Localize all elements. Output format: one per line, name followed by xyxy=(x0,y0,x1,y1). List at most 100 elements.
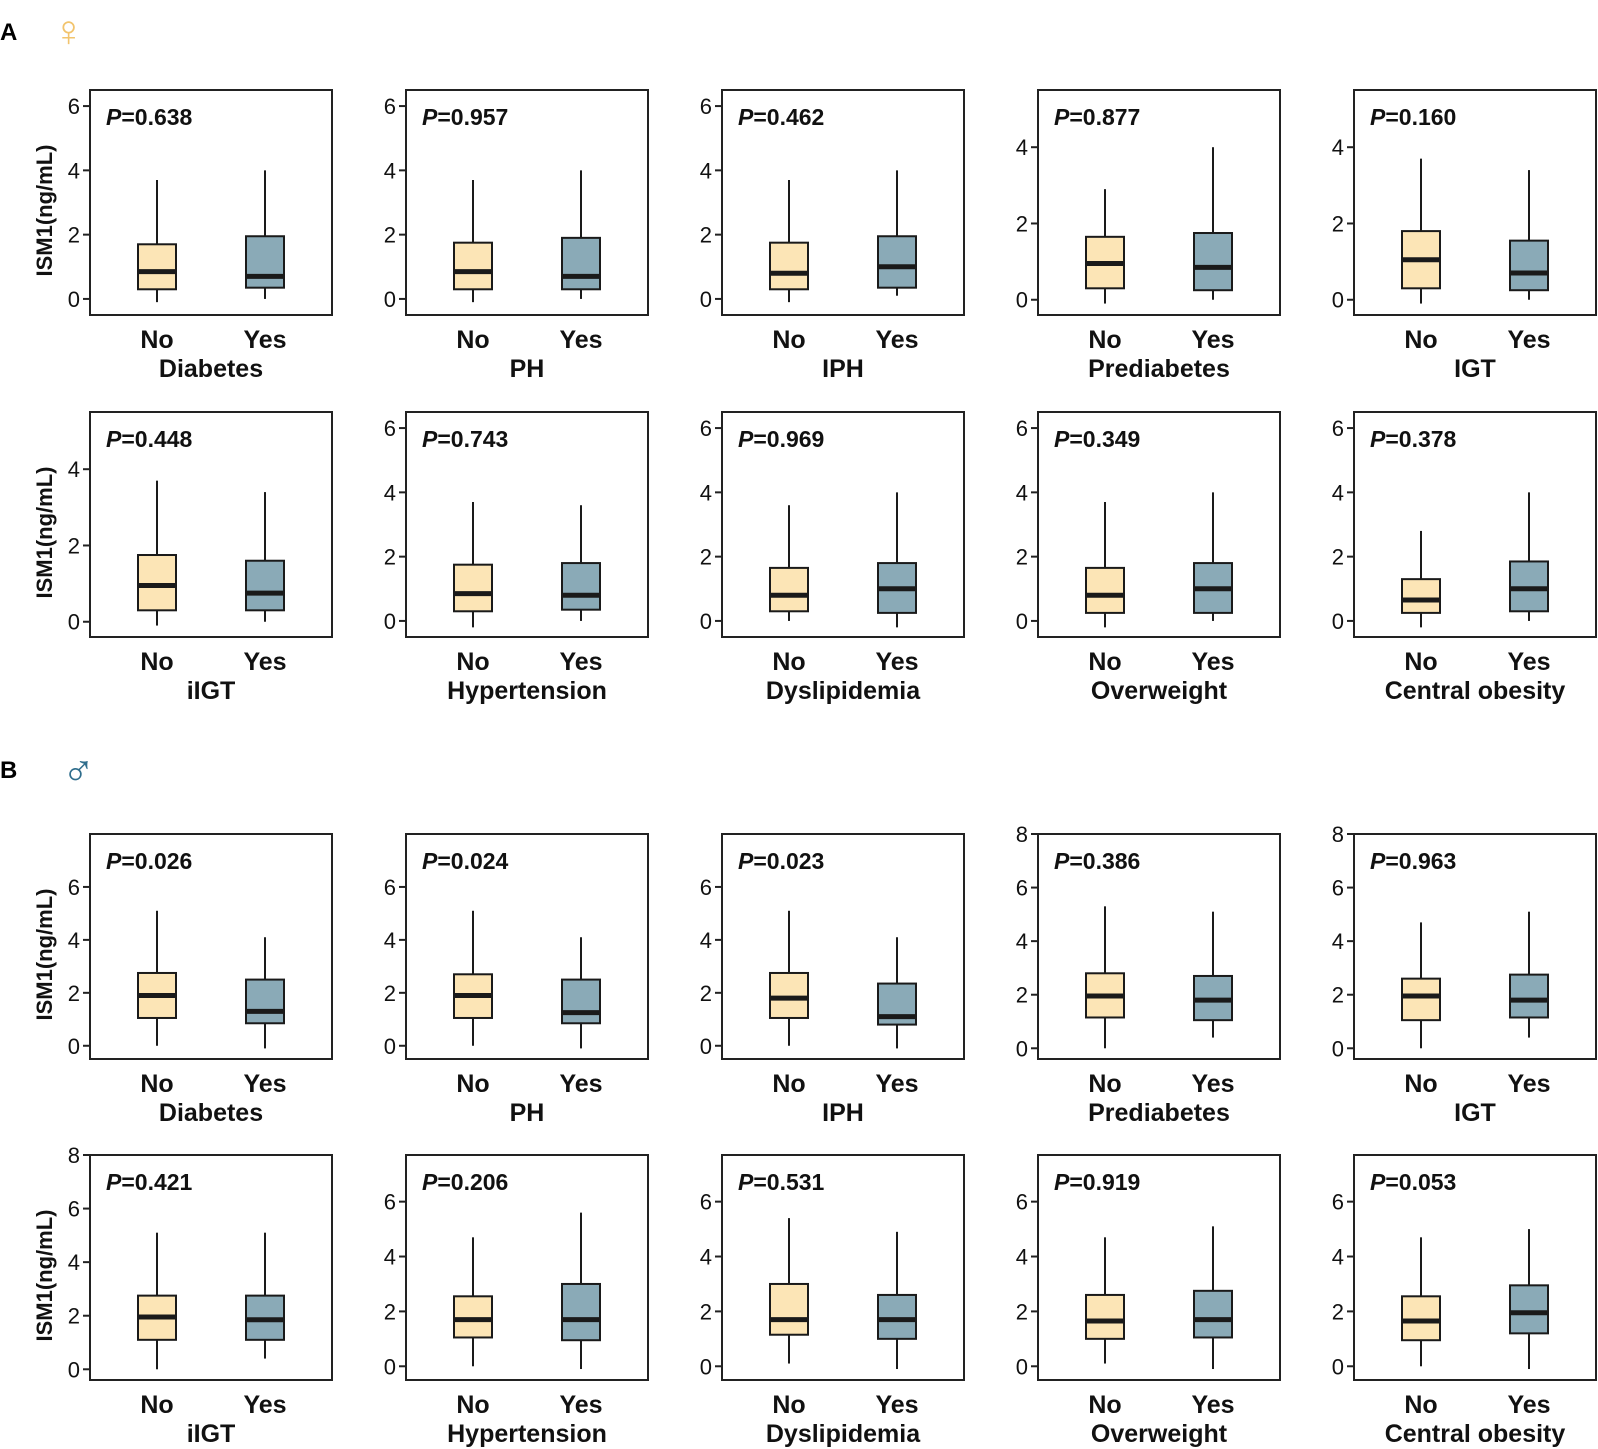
x-tick-label-yes: Yes xyxy=(243,326,286,354)
box-no xyxy=(1401,1295,1441,1342)
panel-title: Overweight xyxy=(1091,1420,1228,1448)
p-number: =0.638 xyxy=(121,104,192,130)
p-symbol: P xyxy=(1054,848,1070,874)
y-tick-label: 4 xyxy=(700,1245,712,1270)
y-tick-label: 6 xyxy=(68,875,80,900)
p-number: =0.462 xyxy=(753,104,824,130)
x-tick-label-yes: Yes xyxy=(1507,1391,1550,1419)
plot-frame xyxy=(1037,833,1281,1060)
y-tick-label: 4 xyxy=(68,457,80,482)
p-number: =0.421 xyxy=(121,1169,192,1195)
y-tick-label: 4 xyxy=(384,1245,396,1270)
y-tick-label: 6 xyxy=(1332,416,1344,441)
p-number: =0.378 xyxy=(1385,426,1456,452)
p-symbol: P xyxy=(1370,1169,1386,1195)
y-tick-label: 4 xyxy=(1016,135,1028,160)
box-no xyxy=(453,563,493,613)
x-tick-label-no: No xyxy=(456,1391,489,1419)
x-tick-label-no: No xyxy=(456,326,489,354)
plot-frame xyxy=(1353,1154,1597,1381)
x-tick-label-no: No xyxy=(772,1391,805,1419)
y-tick-label: 6 xyxy=(384,94,396,119)
y-tick-label: 0 xyxy=(68,610,80,635)
y-tick-label: 4 xyxy=(1332,1245,1344,1270)
box-yes xyxy=(1509,973,1549,1019)
panel-title: Prediabetes xyxy=(1088,355,1230,383)
y-tick-label: 0 xyxy=(68,1357,80,1382)
p-value: P=0.026 xyxy=(106,848,192,874)
y-tick-label: 0 xyxy=(1016,1036,1028,1061)
panel-title: PH xyxy=(510,355,545,383)
y-tick-label: 2 xyxy=(700,545,712,570)
y-tick-label: 4 xyxy=(1332,480,1344,505)
x-tick-label-yes: Yes xyxy=(1507,326,1550,354)
x-tick-label-no: No xyxy=(1088,1391,1121,1419)
plot-frame xyxy=(89,89,333,316)
p-symbol: P xyxy=(1054,426,1070,452)
y-tick-label: 6 xyxy=(1016,876,1028,901)
x-tick-label-no: No xyxy=(1404,1070,1437,1098)
p-value: P=0.919 xyxy=(1054,1169,1140,1195)
panel-title: Central obesity xyxy=(1385,1420,1566,1448)
y-tick-label: 2 xyxy=(1016,545,1028,570)
p-number: =0.919 xyxy=(1069,1169,1140,1195)
x-tick-label-yes: Yes xyxy=(559,1391,602,1419)
y-tick-label: 6 xyxy=(384,1190,396,1215)
p-value: P=0.969 xyxy=(738,426,824,452)
y-tick-label: 6 xyxy=(1016,416,1028,441)
p-symbol: P xyxy=(106,848,122,874)
y-tick-label: 0 xyxy=(1332,288,1344,313)
plot-frame xyxy=(1353,89,1597,316)
box-yes xyxy=(245,559,285,612)
p-value: P=0.963 xyxy=(1370,848,1456,874)
x-tick-label-yes: Yes xyxy=(559,326,602,354)
p-number: =0.206 xyxy=(437,1169,508,1195)
plot-frame xyxy=(1353,411,1597,638)
p-symbol: P xyxy=(422,848,438,874)
panel-title: Hypertension xyxy=(447,677,607,705)
y-tick-label: 6 xyxy=(384,416,396,441)
p-symbol: P xyxy=(738,426,754,452)
boxplot-panel-A-5: 0 2 4 P=0.160 No Yes IGT xyxy=(1332,89,1597,383)
x-tick-label-yes: Yes xyxy=(559,1070,602,1098)
box-no xyxy=(769,241,809,291)
p-value: P=0.206 xyxy=(422,1169,508,1195)
p-number: =0.957 xyxy=(437,104,508,130)
y-tick-label: 0 xyxy=(384,287,396,312)
y-tick-label: 0 xyxy=(700,287,712,312)
x-tick-label-yes: Yes xyxy=(1191,1070,1234,1098)
box-no xyxy=(137,243,177,291)
y-axis-label: ISM1(ng/mL) xyxy=(32,467,57,599)
y-tick-label: 2 xyxy=(1332,545,1344,570)
boxplot-panel-B-2: 0 2 4 6 P=0.024 No Yes PH xyxy=(384,833,649,1127)
plot-frame xyxy=(1037,89,1281,316)
y-tick-label: 2 xyxy=(68,1304,80,1329)
p-symbol: P xyxy=(1054,1169,1070,1195)
p-symbol: P xyxy=(738,848,754,874)
plot-frame xyxy=(721,89,965,316)
plot-frame xyxy=(405,89,649,316)
y-tick-label: 2 xyxy=(384,223,396,248)
x-tick-label-no: No xyxy=(1404,648,1437,676)
box-no xyxy=(769,566,809,613)
plot-frame xyxy=(405,1154,649,1381)
y-tick-label: 2 xyxy=(700,981,712,1006)
box-no xyxy=(453,1295,493,1339)
y-tick-label: 2 xyxy=(68,981,80,1006)
x-tick-label-yes: Yes xyxy=(243,1391,286,1419)
y-tick-label: 4 xyxy=(1016,480,1028,505)
y-tick-label: 6 xyxy=(700,94,712,119)
p-number: =0.877 xyxy=(1069,104,1140,130)
p-symbol: P xyxy=(422,426,438,452)
panel-title: IGT xyxy=(1454,355,1496,383)
y-tick-label: 2 xyxy=(700,223,712,248)
box-no xyxy=(1401,578,1441,614)
y-tick-label: 0 xyxy=(68,1034,80,1059)
y-tick-label: 0 xyxy=(1016,1354,1028,1379)
p-value: P=0.349 xyxy=(1054,426,1140,452)
p-value: P=0.024 xyxy=(422,848,509,874)
x-tick-label-yes: Yes xyxy=(875,326,918,354)
